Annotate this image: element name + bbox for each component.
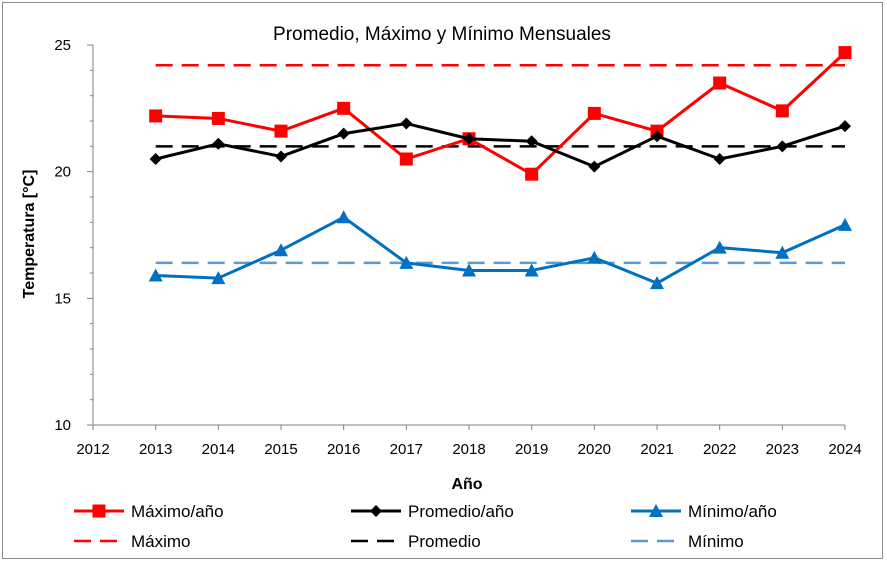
legend-marker (370, 505, 382, 517)
data-point (650, 276, 664, 290)
data-point (212, 137, 225, 150)
data-point (838, 46, 852, 60)
x-tick-label: 2018 (452, 441, 485, 458)
data-point (148, 268, 163, 282)
legend-label: Mínimo (688, 532, 744, 551)
legend-label: Promedio/año (408, 502, 514, 521)
data-point (211, 111, 225, 125)
data-point (337, 101, 351, 115)
data-point (399, 255, 414, 269)
data-point (525, 135, 538, 148)
legend-label: Máximo/año (131, 502, 224, 521)
series-line (155, 215, 846, 285)
data-point (838, 217, 852, 231)
data-point (149, 109, 163, 123)
legend-marker (92, 504, 106, 518)
x-tick-label: 2020 (578, 441, 611, 458)
legend-marker (649, 504, 663, 517)
data-point (713, 76, 727, 90)
legend-label: Máximo (131, 532, 191, 551)
x-tick-label: 2015 (264, 441, 297, 458)
series-line (155, 51, 847, 176)
y-tick-label: 25 (54, 37, 71, 54)
data-point (399, 152, 413, 166)
x-tick-label: 2023 (766, 441, 799, 458)
data-point (651, 130, 663, 143)
data-point (775, 245, 790, 259)
data-series (148, 46, 852, 290)
y-tick-label: 10 (54, 417, 71, 434)
x-tick-label: 2017 (390, 441, 423, 458)
data-point (776, 140, 789, 153)
x-tick-label: 2022 (703, 441, 736, 458)
x-axis-title: Año (451, 476, 482, 493)
data-point (775, 104, 789, 118)
legend: Máximo/año Promedio/año Mínimo/año Máximo Pr… (74, 502, 777, 551)
data-point (463, 132, 475, 145)
x-tick-label: 2016 (327, 441, 360, 458)
data-point (587, 106, 601, 120)
data-point (587, 250, 602, 264)
data-point (462, 263, 476, 277)
data-point (274, 243, 288, 257)
data-point (275, 150, 287, 163)
x-tick-label: 2013 (139, 441, 172, 458)
data-point (336, 210, 351, 224)
y-tick-label: 20 (54, 164, 71, 181)
data-point (524, 263, 539, 277)
reference-lines (155, 64, 845, 265)
data-point (839, 120, 851, 133)
chart-title: Promedio, Máximo y Mínimo Mensuales (273, 24, 611, 45)
series-line (155, 122, 846, 169)
x-tick-label: 2012 (76, 441, 109, 458)
data-point (211, 271, 226, 285)
data-point (149, 153, 162, 165)
data-point (400, 117, 413, 130)
y-tick-label: 15 (54, 290, 71, 307)
axes: 10 15 20 25 2012 2013 2014 2015 2016 2017 2018 2019… (54, 37, 861, 458)
data-point (337, 127, 350, 140)
legend-label: Promedio (408, 532, 481, 551)
x-tick-label: 2021 (640, 441, 673, 458)
y-axis-title: Temperatura [°C] (21, 170, 38, 299)
data-point (713, 153, 726, 165)
x-tick-label: 2024 (828, 441, 861, 458)
data-point (712, 240, 727, 254)
x-tick-label: 2014 (202, 441, 235, 458)
x-tick-label: 2019 (515, 441, 548, 458)
data-point (588, 160, 601, 173)
data-point (274, 124, 288, 138)
data-point (525, 167, 539, 181)
legend-label: Mínimo/año (688, 502, 777, 521)
